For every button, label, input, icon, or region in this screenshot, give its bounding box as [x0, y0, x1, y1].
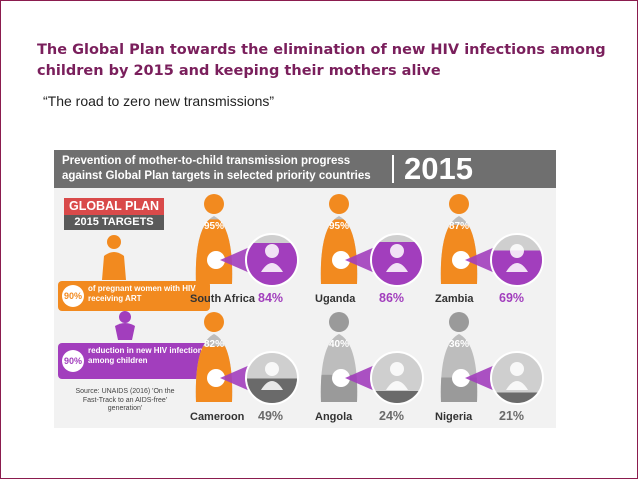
- legend-infections-text: reduction in new HIV infections among ch…: [88, 346, 208, 365]
- countries-panel: 95% South Africa 84% 95% Uganda 86% 87% Zambia 6…: [190, 194, 544, 423]
- child-pct: 21%: [499, 409, 524, 423]
- mother-head-icon: [204, 194, 224, 214]
- country-uganda: 95% Uganda 86%: [315, 194, 424, 305]
- source-note: Source: UNAIDS (2016) 'On the Fast-Track…: [75, 388, 175, 412]
- pmtct-infographic: Prevention of mother-to-child transmissi…: [54, 150, 556, 428]
- mother-head-icon: [449, 194, 469, 214]
- mother-pct: 40%: [329, 339, 349, 350]
- mother-head-icon: [449, 312, 469, 332]
- target-mother-icon: [102, 235, 126, 280]
- baby-body-icon: [506, 263, 528, 272]
- baby-body-icon: [386, 263, 408, 272]
- legend-art-pct: 90%: [62, 285, 84, 307]
- baby-body-icon: [506, 381, 528, 390]
- belly-circle: [207, 251, 225, 269]
- baby-body-icon: [386, 381, 408, 390]
- mother-head-icon: [329, 194, 349, 214]
- infographic-header: Prevention of mother-to-child transmissi…: [54, 150, 556, 188]
- country-zambia: 87% Zambia 69%: [435, 194, 544, 305]
- belly-circle: [452, 251, 470, 269]
- slide-title: The Global Plan towards the elimination …: [37, 42, 606, 79]
- child-pct: 69%: [499, 291, 524, 305]
- country-cameroon: 82% Cameroon 49%: [190, 312, 299, 423]
- country-nigeria: 36% Nigeria 21%: [435, 312, 544, 423]
- country-name: Angola: [315, 411, 353, 423]
- child-pct: 86%: [379, 291, 404, 305]
- legend-infections: 90% reduction in new HIV infections amon…: [58, 343, 210, 379]
- mother-pct: 95%: [204, 221, 224, 232]
- belly-circle: [207, 369, 225, 387]
- mother-pct: 87%: [449, 221, 469, 232]
- belly-circle: [332, 369, 350, 387]
- child-fill-level: [492, 392, 542, 403]
- country-name: South Africa: [190, 293, 256, 305]
- infographic-year: 2015: [404, 151, 473, 186]
- child-pct: 24%: [379, 409, 404, 423]
- baby-head-icon: [265, 244, 279, 258]
- country-angola: 40% Angola 24%: [315, 312, 424, 423]
- infographic-header-text: Prevention of mother-to-child transmissi…: [62, 155, 371, 182]
- global-plan-label: GLOBAL PLAN: [64, 198, 164, 215]
- country-name: Uganda: [315, 293, 356, 305]
- targets-label: 2015 TARGETS: [64, 215, 164, 230]
- belly-circle: [452, 369, 470, 387]
- legend-art: 90% of pregnant women with HIV receiving…: [58, 281, 210, 311]
- mother-pct: 36%: [449, 339, 469, 350]
- mother-head-icon: [329, 312, 349, 332]
- legend-art-text: of pregnant women with HIV receiving ART: [88, 284, 196, 303]
- child-circle: [490, 351, 544, 405]
- country-south-africa: 95% South Africa 84%: [190, 194, 299, 305]
- legend-infections-pct: 90%: [62, 350, 84, 372]
- baby-head-icon: [265, 362, 279, 376]
- slide-subtitle: “The road to zero new transmissions”: [43, 93, 275, 109]
- baby-head-icon: [510, 244, 524, 258]
- child-pct: 84%: [258, 291, 283, 305]
- country-name: Zambia: [435, 293, 474, 305]
- mother-pct: 95%: [329, 221, 349, 232]
- mother-pct: 82%: [204, 339, 224, 350]
- baby-body-icon: [261, 263, 283, 272]
- country-name: Nigeria: [435, 411, 473, 423]
- mother-head-icon: [204, 312, 224, 332]
- header-divider: [392, 155, 394, 183]
- baby-head-icon: [390, 362, 404, 376]
- country-name: Cameroon: [190, 411, 245, 423]
- baby-head-icon: [390, 244, 404, 258]
- belly-circle: [332, 251, 350, 269]
- child-pct: 49%: [258, 409, 283, 423]
- target-child-icon: [115, 311, 135, 340]
- baby-body-icon: [261, 381, 283, 390]
- baby-head-icon: [510, 362, 524, 376]
